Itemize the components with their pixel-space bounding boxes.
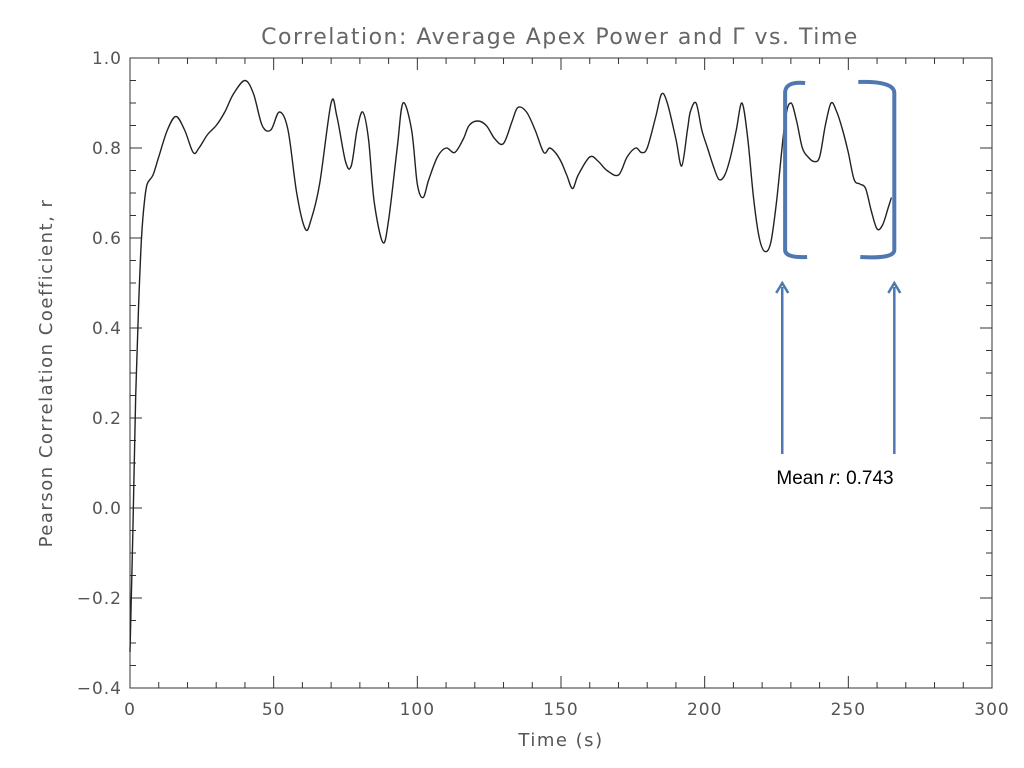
plot-frame [129, 57, 993, 689]
y-axis-title: Pearson Correlation Coefficient, r [36, 199, 57, 548]
axis-ticks [129, 57, 993, 689]
bracket-left [783, 80, 808, 260]
y-tick-label: 0.2 [92, 409, 122, 429]
series-line [129, 79, 893, 653]
y-tick-label: 1.0 [92, 49, 122, 69]
mean-label-r: r [829, 468, 836, 489]
bracket-right [858, 79, 897, 260]
y-tick-label: 0.0 [92, 499, 122, 519]
mean-annotation: Mean r: 0.743 [775, 79, 902, 489]
annotation-arrows [775, 280, 902, 454]
x-tick-label: 250 [831, 700, 866, 720]
x-tick-label: 300 [974, 700, 1009, 720]
y-tick-label: −0.2 [77, 589, 122, 609]
x-tick-label: 150 [543, 700, 578, 720]
x-tick-label: 200 [687, 700, 722, 720]
x-tick-label: 50 [262, 700, 286, 720]
y-tick-label: 0.4 [92, 319, 122, 339]
x-tick-label: 0 [124, 700, 136, 720]
tick-labels: 0 50 100 150 200 250 300 −0.4 −0.2 0.0 0.2 0.4 0.6 0.… [77, 49, 1009, 720]
mean-label-value: : 0.743 [836, 468, 894, 489]
chart-title: Correlation: Average Apex Power and Γ vs… [261, 25, 859, 50]
y-tick-label: −0.4 [77, 679, 122, 699]
mean-label-prefix: Mean [776, 468, 829, 489]
y-tick-label: 0.6 [92, 229, 122, 249]
x-axis-title: Time (s) [517, 730, 603, 751]
y-tick-label: 0.8 [92, 139, 122, 159]
mean-r-label: Mean r: 0.743 [776, 468, 893, 489]
annotation-arrow-head [775, 280, 790, 294]
annotation-arrow-head [887, 280, 902, 294]
x-tick-label: 100 [400, 700, 435, 720]
